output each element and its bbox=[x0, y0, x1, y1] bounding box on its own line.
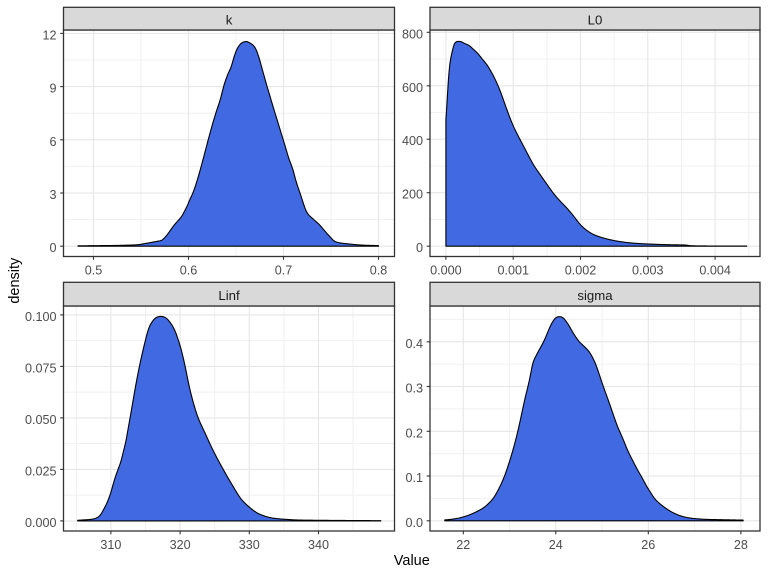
svg-text:L0: L0 bbox=[588, 13, 603, 28]
svg-text:0.075: 0.075 bbox=[25, 361, 57, 375]
svg-text:0: 0 bbox=[416, 241, 423, 255]
svg-text:22: 22 bbox=[456, 538, 470, 552]
svg-text:0.100: 0.100 bbox=[25, 310, 57, 324]
svg-text:0.003: 0.003 bbox=[632, 264, 664, 278]
svg-text:330: 330 bbox=[239, 538, 260, 552]
svg-text:800: 800 bbox=[402, 27, 423, 41]
svg-text:320: 320 bbox=[170, 538, 191, 552]
svg-text:24: 24 bbox=[549, 538, 563, 552]
svg-text:0: 0 bbox=[49, 241, 56, 255]
svg-text:sigma: sigma bbox=[577, 288, 613, 303]
svg-text:0.6: 0.6 bbox=[180, 264, 198, 278]
svg-text:3: 3 bbox=[49, 188, 56, 202]
svg-text:0.0: 0.0 bbox=[405, 516, 423, 530]
svg-text:0.001: 0.001 bbox=[497, 264, 529, 278]
svg-text:340: 340 bbox=[308, 538, 329, 552]
svg-text:0.004: 0.004 bbox=[699, 264, 731, 278]
svg-text:12: 12 bbox=[42, 28, 56, 42]
svg-text:0.5: 0.5 bbox=[85, 264, 103, 278]
svg-text:0.050: 0.050 bbox=[25, 413, 57, 427]
svg-text:Value: Value bbox=[394, 553, 430, 569]
svg-text:Linf: Linf bbox=[218, 288, 240, 303]
svg-text:0.1: 0.1 bbox=[405, 471, 423, 485]
svg-text:9: 9 bbox=[49, 82, 56, 96]
svg-text:0.4: 0.4 bbox=[405, 337, 423, 351]
svg-text:0.3: 0.3 bbox=[405, 382, 423, 396]
svg-text:200: 200 bbox=[402, 188, 423, 202]
svg-text:0.002: 0.002 bbox=[565, 264, 597, 278]
svg-text:density: density bbox=[7, 257, 23, 304]
svg-text:6: 6 bbox=[49, 135, 56, 149]
svg-text:0.025: 0.025 bbox=[25, 464, 57, 478]
svg-text:k: k bbox=[226, 13, 233, 28]
svg-text:0.7: 0.7 bbox=[275, 264, 293, 278]
svg-text:600: 600 bbox=[402, 81, 423, 95]
svg-text:400: 400 bbox=[402, 134, 423, 148]
svg-text:310: 310 bbox=[100, 538, 121, 552]
svg-text:0.000: 0.000 bbox=[25, 516, 57, 530]
svg-text:0.000: 0.000 bbox=[430, 264, 462, 278]
svg-text:28: 28 bbox=[734, 538, 748, 552]
svg-text:0.8: 0.8 bbox=[370, 264, 388, 278]
svg-text:0.2: 0.2 bbox=[405, 426, 423, 440]
svg-text:26: 26 bbox=[641, 538, 655, 552]
